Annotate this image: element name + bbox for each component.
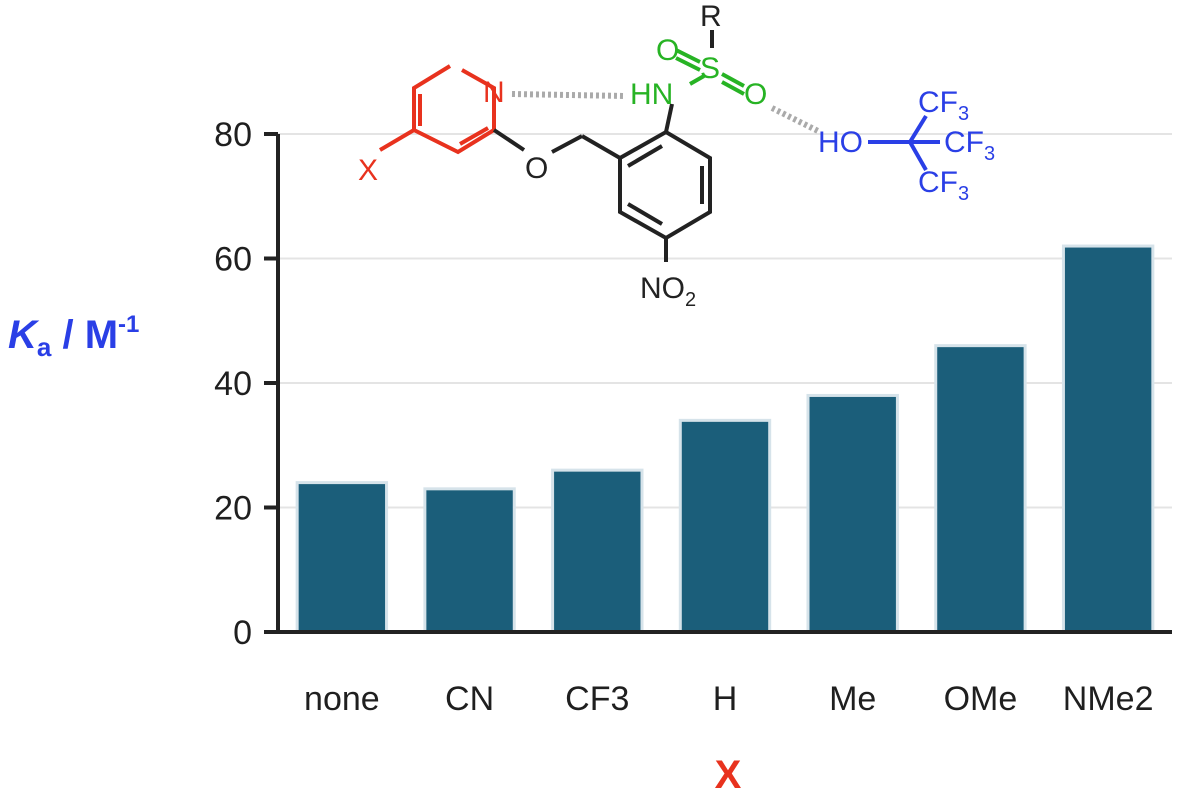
x-tick-label: OMe <box>944 680 1018 718</box>
bar-cf3 <box>551 468 644 634</box>
bar-h <box>678 418 772 634</box>
ether-o-label: O <box>525 152 548 185</box>
bar-none <box>295 481 389 634</box>
bar-cn <box>423 487 516 634</box>
sulfonyl-o2-label: O <box>744 78 767 111</box>
r-group-label: R <box>700 0 722 33</box>
hbond-n-hn <box>511 91 627 99</box>
y-tick-label: 20 <box>214 490 252 528</box>
y-axis-ticks: 0 20 40 60 80 <box>214 116 278 652</box>
ether-linker <box>492 128 622 160</box>
y-axis-title: Ka / M-1 <box>8 311 139 362</box>
y-tick-label: 0 <box>233 614 252 652</box>
molecule-structure: N X O NO2 HN O S <box>358 0 995 311</box>
cf3-c-label: CF3 <box>918 166 969 205</box>
x-axis-labels: none CN CF3 H Me OMe NMe2 <box>304 680 1153 718</box>
y-axis-title-unit: / M <box>51 313 118 357</box>
hfip-bonds <box>868 114 940 171</box>
sulfonyl-o1-label: O <box>656 34 679 67</box>
pyridine-n-label: N <box>483 76 505 109</box>
sulfonyl-s-label: S <box>700 52 720 85</box>
x-tick-label: none <box>304 680 380 718</box>
y-tick-label: 60 <box>214 241 252 279</box>
x-tick-label: CF3 <box>565 680 629 718</box>
y-axis-title-k: K <box>8 313 40 357</box>
nh-label: HN <box>630 78 673 111</box>
sulfonyl-bonds <box>675 48 745 96</box>
cf3-a-label: CF3 <box>918 86 969 125</box>
bar-ome <box>934 344 1027 634</box>
y-tick-label: 40 <box>214 365 252 403</box>
x-tick-label: H <box>713 680 738 718</box>
benzene-ring <box>618 103 712 262</box>
y-tick-label: 80 <box>214 116 252 154</box>
nitro-label: NO2 <box>640 272 696 311</box>
bar-nme2 <box>1061 244 1155 634</box>
x-tick-label: CN <box>445 680 494 718</box>
y-axis-title-sub: a <box>37 332 52 362</box>
x-tick-label: Me <box>829 680 876 718</box>
x-axis-title: X <box>715 753 742 797</box>
cf3-b-label: CF3 <box>944 126 995 165</box>
pyridine-ring <box>378 64 496 155</box>
x-tick-label: NMe2 <box>1063 680 1154 718</box>
bars <box>295 244 1155 634</box>
hfip-ho-label: HO <box>818 126 863 159</box>
hbond-o-ho <box>770 105 822 135</box>
y-axis-title-sup: -1 <box>118 311 139 338</box>
bar-me <box>806 393 899 634</box>
substituent-x-label: X <box>358 154 378 187</box>
